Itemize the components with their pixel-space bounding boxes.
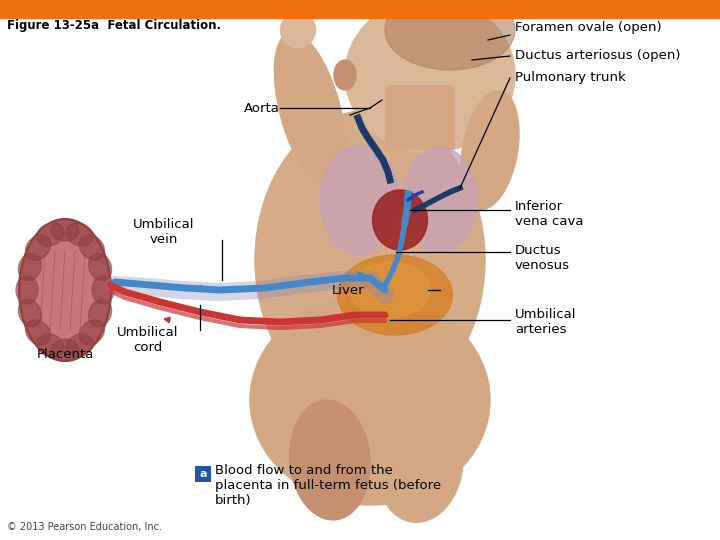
Text: © 2013 Pearson Education, Inc.: © 2013 Pearson Education, Inc. <box>7 522 162 532</box>
Ellipse shape <box>37 223 64 246</box>
Ellipse shape <box>281 12 315 48</box>
Ellipse shape <box>79 320 104 345</box>
Text: Aorta: Aorta <box>244 102 280 114</box>
Text: Umbilical
cord: Umbilical cord <box>117 326 179 354</box>
Ellipse shape <box>250 295 490 505</box>
Ellipse shape <box>338 255 452 335</box>
Ellipse shape <box>320 145 400 255</box>
Ellipse shape <box>51 219 79 241</box>
Ellipse shape <box>255 110 485 410</box>
Ellipse shape <box>79 235 104 260</box>
Ellipse shape <box>51 339 79 361</box>
Text: Umbilical
vein: Umbilical vein <box>133 218 194 246</box>
Ellipse shape <box>16 276 38 304</box>
Bar <box>0 0 720 18</box>
FancyBboxPatch shape <box>385 85 455 150</box>
Ellipse shape <box>385 0 515 70</box>
Ellipse shape <box>25 235 50 260</box>
Text: Inferior
vena cava: Inferior vena cava <box>515 200 583 228</box>
Ellipse shape <box>274 32 346 188</box>
Text: a: a <box>199 469 207 479</box>
Ellipse shape <box>402 147 477 253</box>
Ellipse shape <box>19 253 41 281</box>
Ellipse shape <box>377 408 463 522</box>
Ellipse shape <box>19 299 41 327</box>
Text: Ductus arteriosus (open): Ductus arteriosus (open) <box>515 50 680 63</box>
Ellipse shape <box>25 320 50 345</box>
Text: Placenta: Placenta <box>36 348 94 361</box>
Text: Foramen ovale (open): Foramen ovale (open) <box>515 22 662 35</box>
Text: Pulmonary trunk: Pulmonary trunk <box>515 71 626 84</box>
Text: Liver: Liver <box>332 284 364 296</box>
Ellipse shape <box>92 276 114 304</box>
Ellipse shape <box>345 0 515 152</box>
FancyBboxPatch shape <box>195 466 211 482</box>
Ellipse shape <box>37 334 64 357</box>
Ellipse shape <box>290 400 370 520</box>
Ellipse shape <box>350 262 430 318</box>
Ellipse shape <box>66 334 93 357</box>
Ellipse shape <box>20 220 110 360</box>
Ellipse shape <box>66 223 93 246</box>
Ellipse shape <box>372 190 428 250</box>
Ellipse shape <box>334 60 356 90</box>
Ellipse shape <box>89 253 112 281</box>
Text: Figure 13-25a  Fetal Circulation.: Figure 13-25a Fetal Circulation. <box>7 19 221 32</box>
Ellipse shape <box>461 91 519 210</box>
Ellipse shape <box>89 299 112 327</box>
Text: Umbilical
arteries: Umbilical arteries <box>515 308 577 336</box>
Text: Ductus
venosus: Ductus venosus <box>515 244 570 272</box>
Text: Blood flow to and from the
placenta in full-term fetus (before
birth): Blood flow to and from the placenta in f… <box>215 464 441 507</box>
